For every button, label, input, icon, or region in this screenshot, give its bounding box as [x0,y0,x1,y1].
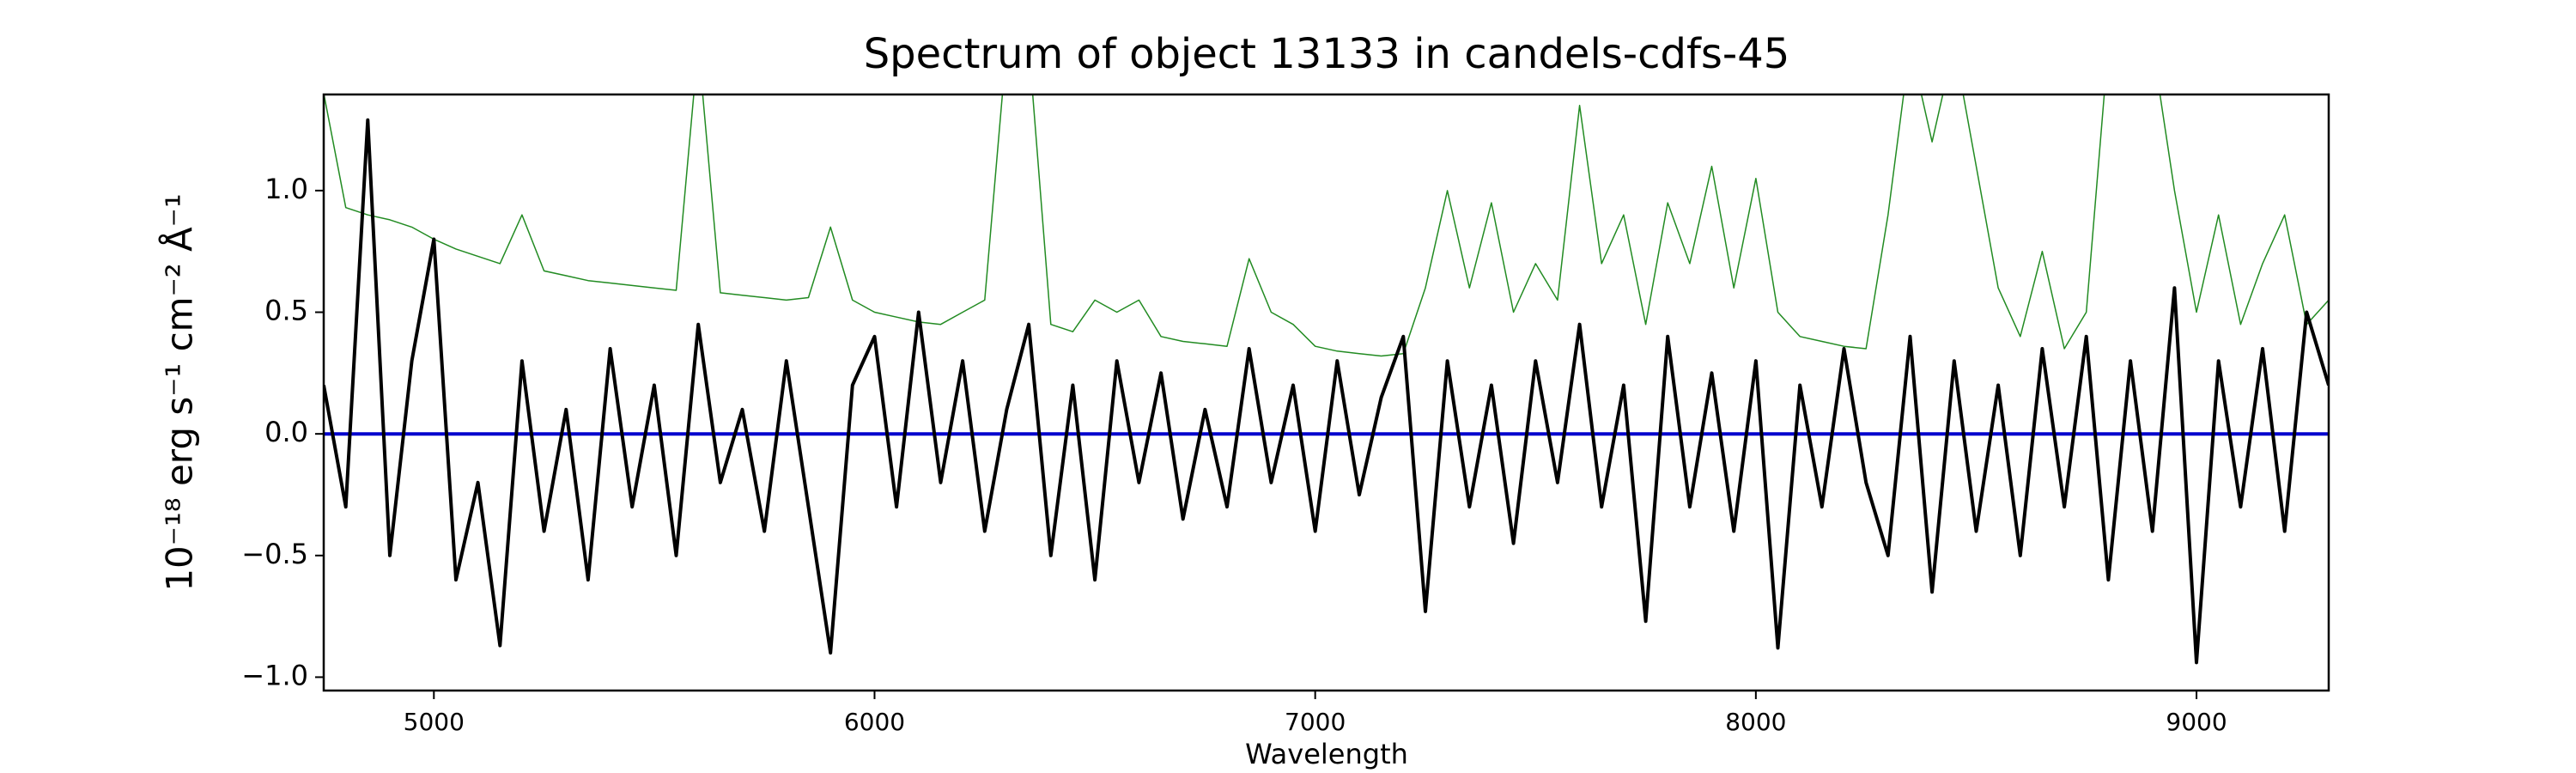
y-tick-label: −1.0 [241,659,308,691]
x-tick-label: 9000 [2166,708,2227,736]
x-axis-label: Wavelength [1245,738,1408,770]
y-axis-label: 10⁻¹⁸ erg s⁻¹ cm⁻² Å⁻¹ [158,193,201,591]
y-tick-label: 0.0 [264,416,308,448]
y-tick-label: −0.5 [241,538,308,570]
y-tick-label: 0.5 [264,295,308,327]
y-tick-label: 1.0 [264,173,308,205]
x-tick-label: 6000 [844,708,905,736]
x-tick-label: 8000 [1725,708,1786,736]
plot-area [324,94,2329,665]
spectrum-line [324,94,2329,357]
spectrum-line [324,118,2329,665]
x-tick-label: 5000 [404,708,465,736]
x-tick-label: 7000 [1285,708,1346,736]
chart-title: Spectrum of object 13133 in candels-cdfs… [864,30,1790,78]
axes-frame [322,93,2330,692]
